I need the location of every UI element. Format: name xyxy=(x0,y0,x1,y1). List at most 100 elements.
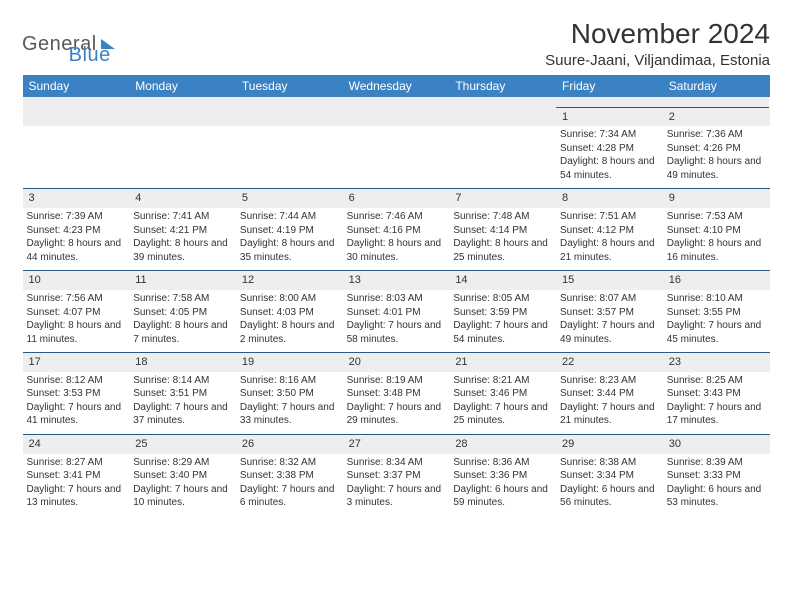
day-number-cell: 5 xyxy=(236,189,343,208)
day-number-cell: 19 xyxy=(236,353,343,372)
day-number-cell: 7 xyxy=(449,189,556,208)
day-number-cell xyxy=(343,107,450,126)
day-info-cell: Sunrise: 8:34 AMSunset: 3:37 PMDaylight:… xyxy=(343,454,450,516)
sunrise-line: Sunrise: 7:48 AM xyxy=(453,210,552,224)
daynum-row: 12 xyxy=(23,107,770,126)
day-number-cell: 26 xyxy=(236,434,343,453)
sunrise-line: Sunrise: 8:21 AM xyxy=(453,374,552,388)
day-number-cell: 11 xyxy=(129,271,236,290)
sunset-line: Sunset: 4:10 PM xyxy=(667,224,766,238)
sunrise-line: Sunrise: 8:23 AM xyxy=(560,374,659,388)
sunrise-line: Sunrise: 8:12 AM xyxy=(27,374,126,388)
daylight-line: Daylight: 7 hours and 45 minutes. xyxy=(667,319,766,346)
daylight-line: Daylight: 7 hours and 3 minutes. xyxy=(347,483,446,510)
day-info-cell: Sunrise: 7:34 AMSunset: 4:28 PMDaylight:… xyxy=(556,126,663,189)
day-number-cell: 14 xyxy=(449,271,556,290)
spacer-row xyxy=(23,97,770,107)
calendar-body: 12 Sunrise: 7:34 AMSunset: 4:28 PM Dayligh… xyxy=(23,97,770,516)
sunset-line: Sunset: 4:23 PM xyxy=(27,224,126,238)
day-number-cell: 24 xyxy=(23,434,130,453)
info-row: Sunrise: 7:39 AMSunset: 4:23 PMDaylight:… xyxy=(23,208,770,271)
day-number-cell: 10 xyxy=(23,271,130,290)
daylight-line: Daylight: 8 hours and 44 minutes. xyxy=(27,237,126,264)
day-info-cell: Sunrise: 8:27 AMSunset: 3:41 PMDaylight:… xyxy=(23,454,130,516)
day-number-cell: 28 xyxy=(449,434,556,453)
sunset-line: Sunset: 3:51 PM xyxy=(133,387,232,401)
sunset-line: Sunset: 3:48 PM xyxy=(347,387,446,401)
sunrise-line: Sunrise: 8:32 AM xyxy=(240,456,339,470)
sunset-line: Sunset: 4:16 PM xyxy=(347,224,446,238)
day-info-cell: Sunrise: 7:53 AMSunset: 4:10 PMDaylight:… xyxy=(663,208,770,271)
day-number-cell: 29 xyxy=(556,434,663,453)
day-info-cell: Sunrise: 8:05 AMSunset: 3:59 PMDaylight:… xyxy=(449,290,556,353)
sunrise-line: Sunrise: 8:29 AM xyxy=(133,456,232,470)
daylight-line: Daylight: 7 hours and 25 minutes. xyxy=(453,401,552,428)
sunrise-line: Sunrise: 7:39 AM xyxy=(27,210,126,224)
day-info-cell: Sunrise: 8:36 AMSunset: 3:36 PMDaylight:… xyxy=(449,454,556,516)
sunset-line: Sunset: 3:46 PM xyxy=(453,387,552,401)
day-number-cell: 12 xyxy=(236,271,343,290)
day-info-cell: Sunrise: 7:58 AMSunset: 4:05 PMDaylight:… xyxy=(129,290,236,353)
sunrise-line: Sunrise: 8:39 AM xyxy=(667,456,766,470)
day-number-cell: 4 xyxy=(129,189,236,208)
day-info-cell: Sunrise: 7:39 AMSunset: 4:23 PMDaylight:… xyxy=(23,208,130,271)
sunset-line: Sunset: 3:44 PM xyxy=(560,387,659,401)
daylight-line: Daylight: 8 hours and 49 minutes. xyxy=(667,155,766,182)
day-number-cell: 15 xyxy=(556,271,663,290)
sunrise-line: Sunrise: 8:07 AM xyxy=(560,292,659,306)
day-info-cell: Sunrise: 7:51 AMSunset: 4:12 PMDaylight:… xyxy=(556,208,663,271)
daylight-line: Daylight: 8 hours and 35 minutes. xyxy=(240,237,339,264)
daylight-line: Daylight: 7 hours and 10 minutes. xyxy=(133,483,232,510)
sunrise-line: Sunrise: 8:10 AM xyxy=(667,292,766,306)
month-title: November 2024 xyxy=(545,18,770,50)
weekday-header: Saturday xyxy=(663,75,770,97)
sunrise-line: Sunrise: 7:34 AM xyxy=(560,128,659,142)
sunrise-line: Sunrise: 7:56 AM xyxy=(27,292,126,306)
day-number-cell: 2 xyxy=(663,107,770,126)
day-info-cell: Sunrise: 8:00 AMSunset: 4:03 PMDaylight:… xyxy=(236,290,343,353)
daylight-line: Daylight: 6 hours and 53 minutes. xyxy=(667,483,766,510)
sunrise-line: Sunrise: 8:36 AM xyxy=(453,456,552,470)
daylight-line: Daylight: 8 hours and 16 minutes. xyxy=(667,237,766,264)
day-number-cell: 18 xyxy=(129,353,236,372)
day-info-cell: Sunrise: 8:03 AMSunset: 4:01 PMDaylight:… xyxy=(343,290,450,353)
day-info-cell: Sunrise: 7:44 AMSunset: 4:19 PMDaylight:… xyxy=(236,208,343,271)
info-row: Sunrise: 7:34 AMSunset: 4:28 PM Daylight:… xyxy=(23,126,770,189)
sunset-line: Sunset: 4:19 PM xyxy=(240,224,339,238)
sunset-line: Sunset: 4:28 PM xyxy=(560,142,659,156)
title-block: November 2024 Suure-Jaani, Viljandimaa, … xyxy=(545,18,770,69)
day-info-cell: Sunrise: 8:23 AMSunset: 3:44 PMDaylight:… xyxy=(556,372,663,435)
logo: General Blue xyxy=(22,22,111,67)
daynum-row: 3456789 xyxy=(23,189,770,208)
day-info-cell: Sunrise: 8:12 AMSunset: 3:53 PMDaylight:… xyxy=(23,372,130,435)
calendar-table: Sunday Monday Tuesday Wednesday Thursday… xyxy=(22,75,770,516)
header: General Blue November 2024 Suure-Jaani, … xyxy=(22,18,770,69)
day-number-cell xyxy=(236,107,343,126)
daylight-line: Daylight: 7 hours and 33 minutes. xyxy=(240,401,339,428)
sunrise-line: Sunrise: 8:03 AM xyxy=(347,292,446,306)
daynum-row: 10111213141516 xyxy=(23,271,770,290)
location: Suure-Jaani, Viljandimaa, Estonia xyxy=(545,52,770,69)
daylight-line: Daylight: 6 hours and 59 minutes. xyxy=(453,483,552,510)
daylight-line: Daylight: 7 hours and 37 minutes. xyxy=(133,401,232,428)
sunset-line: Sunset: 3:50 PM xyxy=(240,387,339,401)
day-number-cell: 30 xyxy=(663,434,770,453)
daylight-line: Daylight: 8 hours and 2 minutes. xyxy=(240,319,339,346)
day-info-cell: Sunrise: 8:29 AMSunset: 3:40 PMDaylight:… xyxy=(129,454,236,516)
day-info-cell: Sunrise: 7:41 AMSunset: 4:21 PMDaylight:… xyxy=(129,208,236,271)
sunset-line: Sunset: 3:55 PM xyxy=(667,306,766,320)
sunset-line: Sunset: 3:37 PM xyxy=(347,469,446,483)
daylight-line: Daylight: 7 hours and 6 minutes. xyxy=(240,483,339,510)
day-number-cell: 16 xyxy=(663,271,770,290)
day-number-cell: 23 xyxy=(663,353,770,372)
sunset-line: Sunset: 3:33 PM xyxy=(667,469,766,483)
weekday-header: Tuesday xyxy=(236,75,343,97)
sunset-line: Sunset: 3:53 PM xyxy=(27,387,126,401)
day-info-cell: Sunrise: 8:14 AMSunset: 3:51 PMDaylight:… xyxy=(129,372,236,435)
sunset-line: Sunset: 3:38 PM xyxy=(240,469,339,483)
daylight-line: Daylight: 7 hours and 17 minutes. xyxy=(667,401,766,428)
weekday-header: Thursday xyxy=(449,75,556,97)
day-info-cell xyxy=(23,126,130,189)
day-info-cell: Sunrise: 7:56 AMSunset: 4:07 PMDaylight:… xyxy=(23,290,130,353)
sunrise-line: Sunrise: 8:16 AM xyxy=(240,374,339,388)
